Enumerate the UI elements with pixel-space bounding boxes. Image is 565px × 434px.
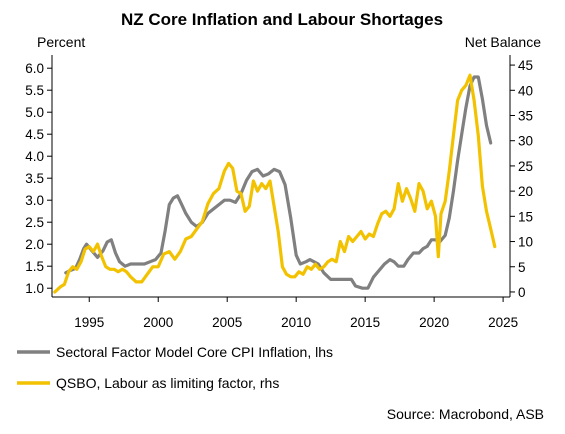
y-left-tick-label-1.0: 1.0 — [25, 281, 44, 296]
series-line-qsbo — [53, 73, 497, 294]
y-right-tick-label-15: 15 — [518, 209, 533, 224]
x-tick-label-2010: 2010 — [281, 315, 311, 330]
y-left-axis-ticks: 1.0 1.5 2.0 2.5 3.0 3.5 4.0 4.5 5.0 5.5 6.0 — [25, 61, 52, 296]
source-note: Source: Macrobond, ASB — [387, 406, 544, 422]
y-left-axis-label: Percent — [37, 34, 85, 50]
y-right-tick-label-45: 45 — [518, 58, 533, 73]
legend-label-core-cpi: Sectoral Factor Model Core CPI Inflation… — [56, 344, 333, 360]
x-tick-label-2025: 2025 — [488, 315, 518, 330]
legend-label-qsbo: QSBO, Labour as limiting factor, rhs — [56, 375, 279, 391]
y-right-axis-ticks: 0 5 10 15 20 25 30 35 40 45 — [510, 58, 533, 300]
series-line-core-cpi — [64, 75, 493, 290]
x-axis-ticks: 1995 2000 2005 2010 2015 2020 2025 — [74, 297, 518, 330]
y-right-tick-label-30: 30 — [518, 134, 533, 149]
legend: Sectoral Factor Model Core CPI Inflation… — [17, 344, 333, 391]
y-left-tick-label-3.5: 3.5 — [25, 171, 44, 186]
y-left-tick-label-4.0: 4.0 — [25, 149, 44, 164]
y-left-tick-label-3.0: 3.0 — [25, 193, 44, 208]
x-tick-label-1995: 1995 — [74, 315, 104, 330]
y-left-tick-label-1.5: 1.5 — [25, 259, 44, 274]
series-layer — [53, 73, 497, 294]
y-right-tick-label-5: 5 — [518, 260, 526, 275]
y-right-axis-label: Net Balance — [465, 34, 541, 50]
x-tick-label-2000: 2000 — [143, 315, 173, 330]
y-left-tick-label-5.5: 5.5 — [25, 83, 44, 98]
y-right-tick-label-10: 10 — [518, 235, 533, 250]
y-right-tick-label-20: 20 — [518, 184, 533, 199]
y-right-tick-label-40: 40 — [518, 83, 533, 98]
y-right-tick-label-25: 25 — [518, 159, 533, 174]
y-left-tick-label-6.0: 6.0 — [25, 61, 44, 76]
y-left-tick-label-2.5: 2.5 — [25, 215, 44, 230]
chart-title: NZ Core Inflation and Labour Shortages — [121, 10, 443, 29]
y-right-tick-label-0: 0 — [518, 285, 526, 300]
x-tick-label-2020: 2020 — [419, 315, 449, 330]
x-tick-label-2015: 2015 — [350, 315, 380, 330]
y-right-tick-label-35: 35 — [518, 109, 533, 124]
y-left-tick-label-2.0: 2.0 — [25, 237, 44, 252]
x-tick-label-2005: 2005 — [212, 315, 242, 330]
y-left-tick-label-5.0: 5.0 — [25, 105, 44, 120]
y-left-tick-label-4.5: 4.5 — [25, 127, 44, 142]
